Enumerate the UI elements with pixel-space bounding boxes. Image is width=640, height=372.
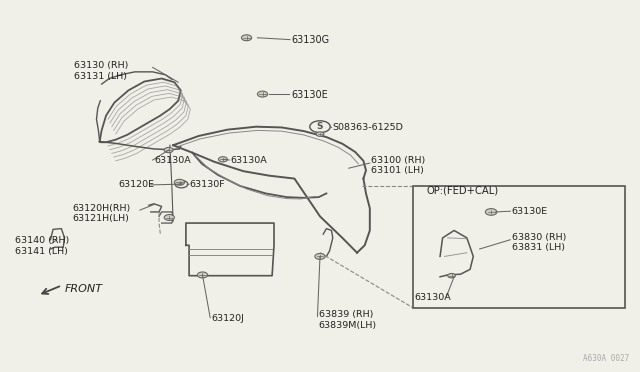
- Text: 63130G: 63130G: [291, 35, 330, 45]
- Circle shape: [197, 272, 207, 278]
- Text: 63130A: 63130A: [230, 155, 268, 164]
- Text: 63839 (RH)
63839M(LH): 63839 (RH) 63839M(LH): [319, 311, 377, 330]
- Circle shape: [179, 183, 184, 186]
- Circle shape: [316, 132, 324, 137]
- Text: 63130 (RH)
63131 (LH): 63130 (RH) 63131 (LH): [74, 61, 129, 81]
- Text: 63830 (RH)
63831 (LH): 63830 (RH) 63831 (LH): [511, 232, 566, 252]
- Circle shape: [485, 209, 497, 215]
- Circle shape: [164, 147, 173, 153]
- Text: 63130F: 63130F: [189, 180, 225, 189]
- Text: S: S: [317, 122, 323, 131]
- Text: 63120H(RH)
63121H(LH): 63120H(RH) 63121H(LH): [72, 204, 131, 224]
- Text: 63120J: 63120J: [211, 314, 244, 323]
- Circle shape: [241, 35, 252, 41]
- Text: FRONT: FRONT: [65, 284, 102, 294]
- Text: 63100 (RH)
63101 (LH): 63100 (RH) 63101 (LH): [371, 156, 426, 175]
- Text: OP:(FED+CAL): OP:(FED+CAL): [426, 186, 498, 195]
- Text: 63130E: 63130E: [511, 207, 548, 216]
- Text: 63140 (RH)
63141 (LH): 63140 (RH) 63141 (LH): [15, 236, 69, 256]
- Text: 63130A: 63130A: [415, 294, 451, 302]
- Text: A630A 0027: A630A 0027: [584, 354, 630, 363]
- Circle shape: [257, 91, 268, 97]
- Text: 63130A: 63130A: [154, 155, 191, 164]
- Circle shape: [218, 157, 227, 162]
- Circle shape: [315, 253, 325, 259]
- Circle shape: [164, 215, 174, 221]
- Text: S08363-6125D: S08363-6125D: [333, 123, 404, 132]
- FancyBboxPatch shape: [413, 186, 625, 308]
- Text: 63120E: 63120E: [119, 180, 155, 189]
- Text: 63130E: 63130E: [291, 90, 328, 100]
- Circle shape: [448, 273, 456, 278]
- Circle shape: [174, 179, 184, 185]
